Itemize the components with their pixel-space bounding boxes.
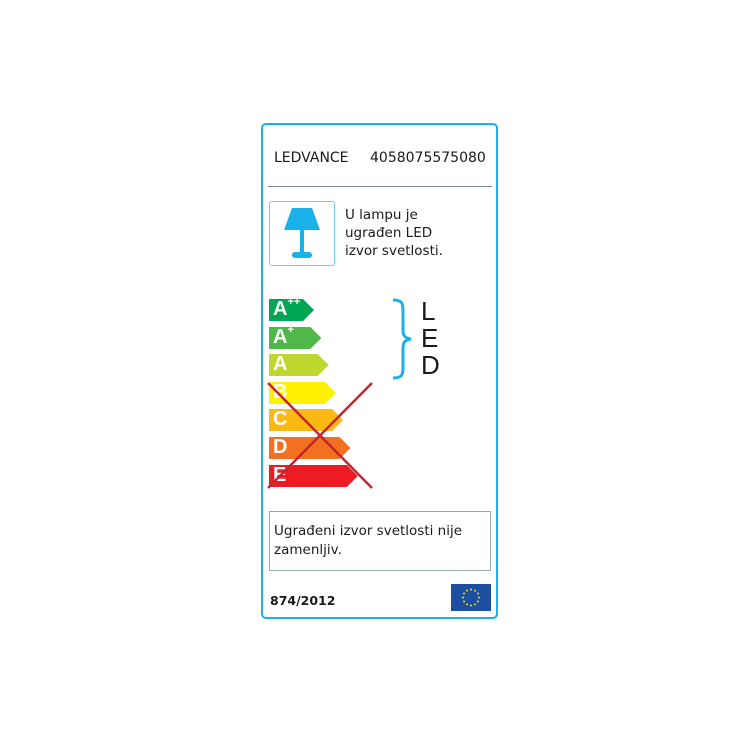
energy-class-D: D xyxy=(269,436,352,459)
led-letter: E xyxy=(421,323,439,353)
energy-class-A: A xyxy=(269,353,330,377)
energy-class-label: A+ xyxy=(273,323,294,348)
energy-label-frame xyxy=(261,123,498,619)
eu-star xyxy=(462,596,464,599)
led-letter: L xyxy=(421,296,436,326)
eu-star xyxy=(474,589,476,592)
led-letter: D xyxy=(421,350,440,380)
note-box: Ugrađeni izvor svetlosti nije zamenljiv. xyxy=(269,511,491,571)
eu-flag-icon xyxy=(451,584,491,611)
lamp-text-line: izvor svetlosti. xyxy=(345,243,443,259)
energy-class-label: D xyxy=(273,436,288,458)
regulation-number: 874/2012 xyxy=(270,593,336,608)
lamp-icon xyxy=(269,201,335,266)
eu-star xyxy=(463,600,466,603)
energy-class-label: C xyxy=(273,408,288,431)
lamp-text-line: U lampu je xyxy=(345,207,418,223)
eu-star xyxy=(476,592,479,595)
ean-code: 4058075575080 xyxy=(370,150,486,166)
eu-star xyxy=(470,604,472,607)
eu-star xyxy=(463,592,466,595)
eu-star xyxy=(466,589,468,592)
lamp-text-line: ugrađen LED xyxy=(345,225,433,241)
energy-class-label: A++ xyxy=(273,296,301,320)
brand-name: LEDVANCE xyxy=(274,150,349,166)
eu-star xyxy=(474,603,476,606)
eu-star xyxy=(466,603,468,606)
eu-star xyxy=(470,588,472,591)
divider xyxy=(268,186,492,187)
energy-class-Ap: A+ xyxy=(269,323,322,349)
eu-star xyxy=(476,600,479,603)
energy-class-App: A++ xyxy=(269,296,315,321)
cross-out-mark xyxy=(267,382,373,489)
note-text: Ugrađeni izvor svetlosti nije zamenljiv. xyxy=(274,523,463,558)
eu-star xyxy=(478,596,480,599)
brace-icon xyxy=(392,298,412,380)
energy-class-label: A xyxy=(273,353,288,376)
